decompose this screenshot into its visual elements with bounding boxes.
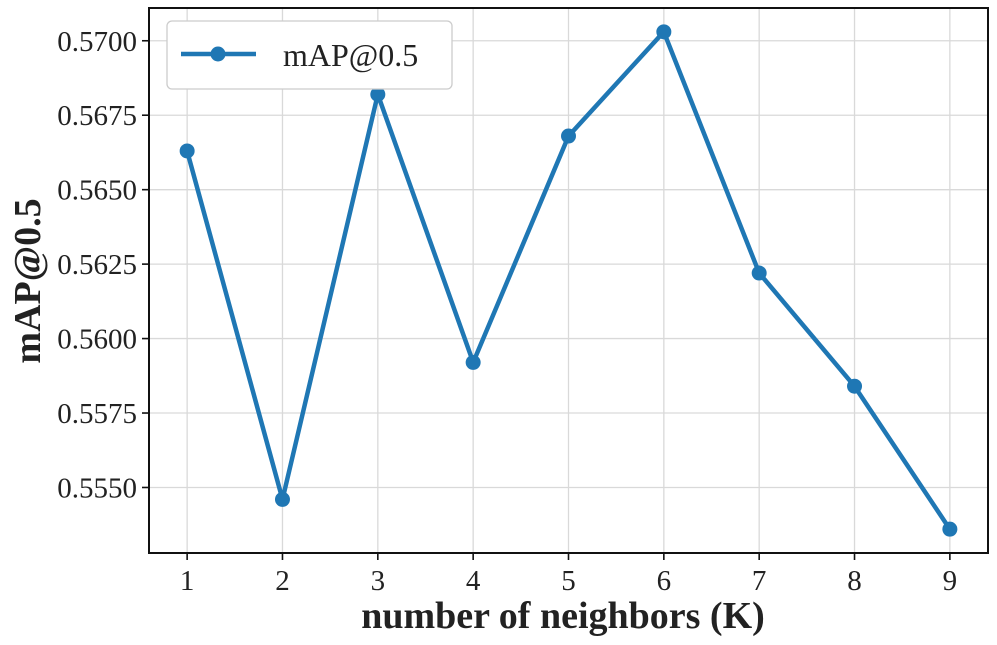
y-tick-label: 0.5550 [57,472,137,504]
y-tick-label: 0.5600 [57,324,137,356]
data-point [751,265,767,281]
y-tick-label: 0.5650 [57,175,137,207]
x-tick-label: 8 [847,565,862,597]
data-point [942,521,958,537]
x-tick-label: 5 [561,565,576,597]
x-tick-label: 9 [943,565,958,597]
data-point [274,491,290,507]
y-tick-label: 0.5675 [57,100,137,132]
y-axis-title: mAP@0.5 [7,198,49,363]
data-point [847,378,863,394]
data-point [656,24,672,40]
grid-lines [149,8,988,553]
axis-ticks [142,39,951,560]
legend-label: mAP@0.5 [283,37,418,73]
x-tick-label: 7 [752,565,767,597]
y-tick-label: 0.5625 [57,249,137,281]
x-tick-label: 3 [371,565,386,597]
legend: mAP@0.5 [166,20,453,90]
data-series [179,24,958,537]
x-tick-labels: 1 2 3 4 5 6 7 8 9 [180,565,957,597]
legend-marker-swatch [210,46,226,62]
data-point [465,354,481,370]
y-tick-label: 0.5700 [57,26,137,58]
x-axis-title: number of neighbors (K) [361,595,765,637]
x-tick-label: 1 [180,565,195,597]
plot-frame [148,7,989,554]
data-point [370,86,386,102]
y-tick-labels: 0.5550 0.5575 0.5600 0.5625 0.5650 0.5675 0.57… [57,26,137,505]
data-point [561,128,576,144]
x-tick-label: 4 [466,565,481,597]
x-tick-label: 6 [657,565,672,597]
x-tick-label: 2 [275,565,290,597]
legend-box [166,20,453,90]
data-point [179,143,195,159]
y-tick-label: 0.5575 [57,398,137,430]
